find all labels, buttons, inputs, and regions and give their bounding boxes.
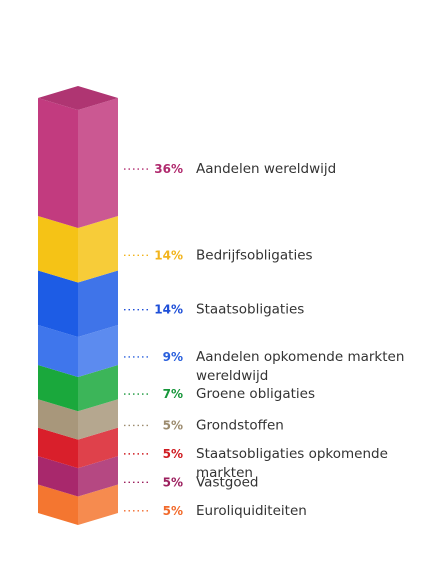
bar-segment-6: [38, 399, 118, 440]
category-label: Aandelen opkomende markten wereldwijd: [196, 349, 404, 384]
segment-right-face: [78, 324, 118, 377]
bar-segment-1: [38, 86, 118, 229]
segment-left-face: [38, 427, 78, 469]
segment-right-face: [78, 456, 118, 497]
value-label: 5%: [163, 418, 183, 432]
segment-left-face: [38, 270, 78, 337]
segment-right-face: [78, 427, 118, 469]
bar-segment-2: [38, 216, 118, 283]
segment-right-face: [78, 98, 118, 229]
value-label: 14%: [154, 303, 183, 317]
bar-segment-5: [38, 364, 118, 412]
bar-segment-9: [38, 484, 118, 525]
category-label: Staatsobligaties opkomende markten: [196, 446, 388, 481]
value-label: 14%: [154, 248, 183, 262]
segment-left-face: [38, 399, 78, 440]
bar-segment-3: [38, 270, 118, 337]
value-label: 5%: [163, 475, 183, 489]
value-label: 9%: [163, 350, 183, 364]
segment-left-face: [38, 364, 78, 412]
segment-left-face: [38, 98, 78, 229]
category-label: Grondstoffen: [196, 417, 284, 433]
segment-right-face: [78, 484, 118, 525]
segment-left-face: [38, 216, 78, 283]
category-label: Bedrijfsobligaties: [196, 247, 313, 263]
segment-right-face: [78, 216, 118, 283]
category-label: Staatsobligaties: [196, 302, 304, 318]
segment-top-face: [38, 86, 118, 110]
bar-segment-7: [38, 427, 118, 469]
category-label: Vastgoed: [196, 474, 259, 490]
segment-right-face: [78, 364, 118, 412]
value-label: 36%: [154, 162, 183, 176]
category-label: Groene obligaties: [196, 386, 315, 402]
value-label: 5%: [163, 447, 183, 461]
segment-right-face: [78, 399, 118, 440]
bar-segment-8: [38, 456, 118, 497]
segment-left-face: [38, 484, 78, 525]
category-label: Aandelen wereldwijd: [196, 161, 336, 177]
segment-left-face: [38, 324, 78, 377]
segment-right-face: [78, 270, 118, 337]
bar-segment-4: [38, 324, 118, 377]
category-label: Euroliquiditeiten: [196, 503, 307, 519]
value-label: 7%: [163, 387, 183, 401]
segment-left-face: [38, 456, 78, 497]
value-label: 5%: [163, 504, 183, 518]
